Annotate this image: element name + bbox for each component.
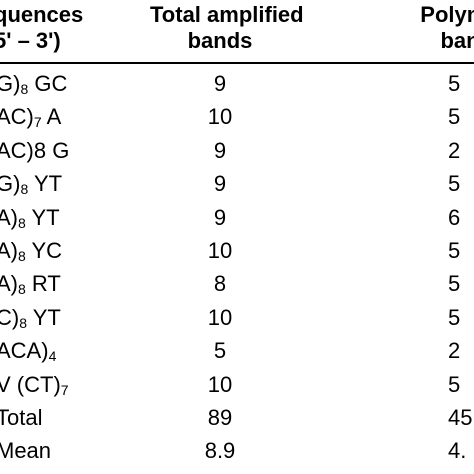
cell-sequence: A)8 RT <box>0 271 61 297</box>
cell-total-bands: 10 <box>207 104 233 129</box>
cell-sequence: Mean <box>0 438 51 464</box>
sequence-text: Mean <box>0 438 52 463</box>
cell-sequence: G)8 YT <box>0 171 62 197</box>
header-poly-line1: Polymo <box>420 2 474 27</box>
header-sequences: quences 5' – 3') <box>0 2 83 54</box>
cell-sequence: A)8 YC <box>0 238 62 264</box>
cell-sequence: ACA)4 <box>0 338 56 364</box>
cell-polymorphic-bands: 2 <box>448 138 461 163</box>
cell-polymorphic-bands: 6 <box>448 205 461 230</box>
header-rule <box>0 62 474 64</box>
sequence-repeat-count: 8 <box>18 215 26 231</box>
cell-sequence: AC)8 G <box>0 138 69 164</box>
sequence-text: AC)8 G <box>0 138 70 163</box>
cell-polymorphic-bands: 2 <box>448 338 461 363</box>
sequence-text: A) <box>0 205 18 230</box>
cell-polymorphic-bands: 5 <box>448 271 461 296</box>
sequence-text: G) <box>0 171 21 196</box>
sequence-repeat-count: 8 <box>19 315 28 331</box>
header-total-line2: bands <box>187 28 253 53</box>
cell-total-bands: 9 <box>213 171 227 196</box>
sequence-anchor: A <box>41 104 62 129</box>
cell-total-bands: 8 <box>213 271 227 296</box>
sequence-text: G) <box>0 71 21 96</box>
header-sequences-line2: 5' – 3') <box>0 28 61 53</box>
sequence-text: A) <box>0 271 18 296</box>
sequence-repeat-count: 8 <box>18 281 26 297</box>
cell-total-bands: 10 <box>207 238 233 263</box>
header-total-line1: Total amplified <box>150 2 304 27</box>
sequence-text: V (CT) <box>0 372 61 397</box>
sequence-anchor: YC <box>25 238 63 263</box>
cell-total-bands: 8.9 <box>204 438 236 463</box>
cell-polymorphic-bands: 5 <box>448 305 461 330</box>
header-polymorphic-bands: Polymo ban <box>390 2 474 54</box>
cell-sequence: Total <box>0 405 42 431</box>
header-poly-line2: ban <box>440 28 474 53</box>
sequence-anchor: YT <box>27 305 61 330</box>
cell-sequence: A)8 YT <box>0 205 60 231</box>
cell-polymorphic-bands: 5 <box>448 372 461 397</box>
cell-sequence: G)8 GC <box>0 71 67 97</box>
sequence-repeat-count: 8 <box>18 248 26 264</box>
sequence-repeat-count: 8 <box>20 181 29 197</box>
cell-total-bands: 9 <box>213 205 227 230</box>
header-total-amplified-bands: Total amplified bands <box>150 2 304 54</box>
cell-total-bands: 9 <box>213 71 227 96</box>
cell-polymorphic-bands: 5 <box>448 71 461 96</box>
cell-total-bands: 9 <box>213 138 227 163</box>
sequence-anchor: YT <box>28 171 63 196</box>
cell-total-bands: 89 <box>207 405 233 430</box>
header-sequences-line1: quences <box>0 2 84 27</box>
cell-total-bands: 5 <box>213 338 227 363</box>
cell-sequence: C)8 YT <box>0 305 61 331</box>
cell-sequence: V (CT)7 <box>0 372 69 398</box>
sequence-text: Total <box>0 405 43 430</box>
sequence-anchor: GC <box>28 71 68 96</box>
sequence-repeat-count: 4 <box>48 348 57 364</box>
sequence-text: C) <box>0 305 20 330</box>
sequence-text: A) <box>0 238 18 263</box>
cell-polymorphic-bands: 5 <box>448 104 461 129</box>
sequence-repeat-count: 8 <box>20 81 29 97</box>
cell-polymorphic-bands: 5 <box>448 238 461 263</box>
cell-total-bands: 10 <box>207 305 233 330</box>
cell-polymorphic-bands: 45 <box>448 405 473 430</box>
sequence-anchor: RT <box>25 271 61 296</box>
cell-polymorphic-bands: 4. <box>448 438 467 463</box>
sequence-text: ACA) <box>0 338 49 363</box>
cell-sequence: AC)7 A <box>0 104 61 130</box>
sequence-repeat-count: 7 <box>33 114 42 130</box>
sequence-text: AC) <box>0 104 34 129</box>
sequence-repeat-count: 7 <box>60 382 69 398</box>
cell-total-bands: 10 <box>207 372 233 397</box>
sequence-anchor: YT <box>25 205 60 230</box>
cell-polymorphic-bands: 5 <box>448 171 461 196</box>
